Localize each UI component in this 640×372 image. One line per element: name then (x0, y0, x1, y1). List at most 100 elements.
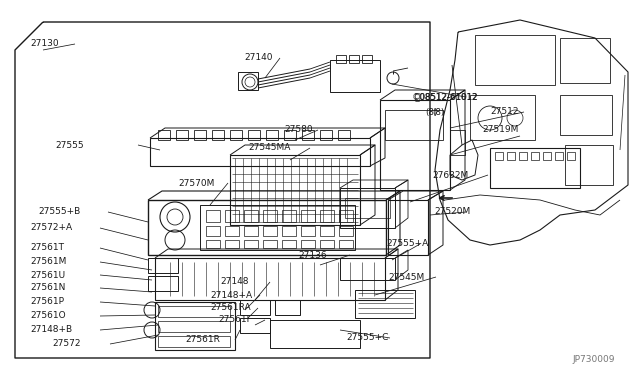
Text: 27561M: 27561M (30, 257, 67, 266)
Text: (8): (8) (425, 108, 437, 116)
Bar (244, 226, 258, 236)
Bar (301, 226, 315, 236)
Text: 27545M: 27545M (388, 273, 424, 282)
Bar (155, 302, 235, 350)
Text: JP730009: JP730009 (572, 356, 614, 365)
Bar (282, 240, 296, 248)
Bar (282, 210, 296, 222)
Bar (230, 155, 360, 225)
Bar (560, 95, 612, 135)
Text: 27130: 27130 (30, 39, 59, 48)
Bar (338, 130, 350, 140)
Text: 27561O: 27561O (30, 311, 66, 321)
Bar (263, 240, 277, 248)
Bar (206, 240, 220, 248)
Bar (385, 110, 443, 140)
Bar (225, 210, 239, 222)
Bar (282, 226, 296, 236)
Bar (339, 210, 353, 222)
Bar (158, 130, 170, 140)
Bar (345, 198, 390, 218)
Bar (238, 72, 258, 90)
Text: 27136: 27136 (298, 250, 326, 260)
Text: 27561N: 27561N (30, 283, 65, 292)
Bar (339, 226, 353, 236)
Bar (349, 55, 359, 63)
Bar (263, 210, 277, 222)
Bar (560, 38, 610, 83)
Bar (507, 152, 515, 160)
Text: 27561R: 27561R (185, 336, 220, 344)
Text: 27140: 27140 (244, 54, 273, 62)
Bar (543, 152, 551, 160)
Bar (565, 145, 613, 185)
Bar (380, 100, 450, 190)
Bar (450, 130, 465, 155)
Bar (150, 138, 370, 166)
Bar (230, 130, 242, 140)
Bar (340, 188, 395, 228)
Text: 27555+B: 27555+B (38, 208, 80, 217)
Bar (519, 152, 527, 160)
Bar (158, 306, 230, 317)
Bar (555, 152, 563, 160)
Bar (158, 336, 230, 347)
Text: 27561P: 27561P (30, 298, 64, 307)
Bar (206, 210, 220, 222)
Text: 27555: 27555 (55, 141, 84, 150)
Bar (495, 152, 503, 160)
Bar (339, 240, 353, 248)
Bar (320, 130, 332, 140)
Text: 27561RA: 27561RA (210, 304, 251, 312)
Text: 27561l: 27561l (218, 315, 249, 324)
Text: 27555+C: 27555+C (346, 334, 388, 343)
Bar (275, 300, 300, 315)
Bar (355, 290, 415, 318)
Bar (244, 240, 258, 248)
Bar (176, 130, 188, 140)
Text: 27555+A: 27555+A (386, 240, 428, 248)
Bar (340, 258, 395, 280)
Text: 27545MA: 27545MA (248, 144, 291, 153)
Bar (148, 258, 178, 273)
Text: 27570M: 27570M (178, 179, 214, 187)
Bar (240, 318, 270, 333)
Text: 27512: 27512 (490, 108, 518, 116)
Bar (475, 35, 555, 85)
Bar (158, 321, 230, 332)
Bar (320, 226, 334, 236)
Bar (362, 55, 372, 63)
Bar (212, 130, 224, 140)
Text: 27632M: 27632M (432, 170, 468, 180)
Bar (263, 226, 277, 236)
Bar (330, 60, 380, 92)
Bar (225, 226, 239, 236)
Bar (470, 95, 535, 140)
Bar (567, 152, 575, 160)
Text: 27561T: 27561T (30, 244, 64, 253)
Bar (200, 205, 355, 250)
Bar (244, 210, 258, 222)
Bar (148, 200, 386, 255)
Bar (301, 210, 315, 222)
Text: (8): (8) (432, 108, 444, 116)
Bar (284, 130, 296, 140)
Text: 27148+B: 27148+B (30, 326, 72, 334)
Text: 27572: 27572 (52, 340, 81, 349)
Text: 27519M: 27519M (482, 125, 518, 135)
Text: 27148+A: 27148+A (210, 291, 252, 299)
Bar (155, 258, 385, 300)
Bar (531, 152, 539, 160)
Text: 27148: 27148 (220, 278, 248, 286)
Bar (148, 276, 178, 291)
Bar (240, 300, 270, 315)
Bar (270, 320, 360, 348)
Bar (225, 240, 239, 248)
Text: ©08512-61012: ©08512-61012 (412, 93, 479, 102)
Bar (266, 130, 278, 140)
Bar (302, 130, 314, 140)
Bar (490, 148, 580, 188)
Text: 08512-61012: 08512-61012 (415, 93, 478, 102)
Text: 27572+A: 27572+A (30, 224, 72, 232)
Bar (320, 240, 334, 248)
